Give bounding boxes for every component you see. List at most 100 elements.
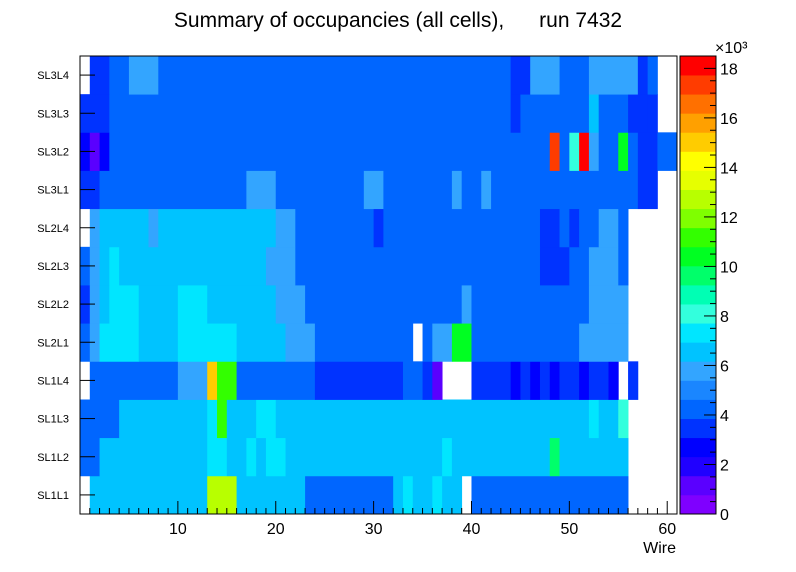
color-scale-swatch [680, 456, 716, 477]
heatmap-cell-sl1l4 [579, 361, 590, 400]
heatmap-cell-sl2l2 [207, 285, 277, 324]
color-scale-swatch [680, 342, 716, 362]
color-scale-tick-label: 2 [720, 457, 729, 474]
color-scale-swatch [680, 170, 716, 190]
color-scale-swatch [680, 323, 716, 343]
heatmap-cell-sl3l1 [451, 170, 463, 210]
heatmap-cell-sl3l4 [109, 56, 130, 95]
heatmap-cell-sl2l1 [177, 323, 237, 362]
heatmap-cell-sl2l2 [588, 285, 629, 324]
heatmap-cell-sl1l2 [207, 437, 228, 477]
heatmap-cell-sl2l2 [461, 285, 472, 324]
heatmap-cell-sl1l3 [217, 399, 228, 439]
heatmap-cell-sl3l2 [598, 132, 619, 171]
heatmap-cell-sl2l2 [138, 285, 179, 324]
heatmap-cell-sl1l4 [608, 361, 619, 400]
heatmap-cell-sl3l2 [569, 132, 580, 171]
heatmap-cell-sl3l3 [628, 94, 649, 133]
x-axis-title: Wire [643, 540, 676, 557]
heatmap-cell-sl3l2 [637, 132, 658, 171]
heatmap-cell-sl3l2 [657, 132, 678, 171]
color-scale-swatch [680, 265, 716, 286]
heatmap-cell-sl1l1 [217, 475, 237, 515]
heatmap-cell-sl3l3 [119, 94, 512, 133]
heatmap-cell-sl2l1 [451, 323, 472, 362]
color-scale-swatch [680, 437, 716, 458]
heatmap-cell-sl1l2 [226, 437, 247, 477]
heatmap-cell-sl3l4 [510, 56, 531, 95]
y-axis: SL1L1 SL1L2 SL1L3 SL1L4 SL2L1 SL2L2 SL2L3 SL2L4… [37, 70, 95, 502]
color-scale-swatch [680, 418, 716, 439]
color-scale-tick-label: 4 [720, 408, 729, 425]
heatmap-cell-sl2l3 [109, 246, 120, 286]
heatmap-cell-sl2l2 [471, 285, 590, 324]
y-tick-label-sl1l2: SL1L2 [37, 452, 69, 464]
heatmap-cell-sl1l4 [588, 361, 609, 400]
heatmap-cell-sl1l3 [256, 399, 277, 439]
heatmap-cell-sl2l2 [275, 285, 306, 324]
heatmap-cell-sl1l1 [393, 475, 404, 515]
heatmap-cell-sl2l3 [569, 246, 590, 286]
color-scale-swatch [680, 475, 716, 496]
heatmap-cell-sl1l2 [265, 437, 286, 477]
heatmap-cell-sl2l3 [119, 246, 267, 286]
x-axis: 10 20 30 40 50 60 [79, 501, 678, 538]
color-scale-tick-label: 12 [720, 210, 738, 227]
color-scale-swatch [680, 189, 716, 210]
heatmap-cell-sl3l1 [246, 170, 277, 210]
heatmap-cell-sl2l3 [539, 246, 570, 286]
y-tick-label-sl3l2: SL3L2 [37, 146, 69, 158]
heatmap-cell-sl1l2 [549, 437, 560, 477]
heatmap-cell-sl2l4 [618, 208, 629, 248]
heatmap-cell-sl2l4 [598, 208, 619, 248]
heatmap-cell-sl2l2 [177, 285, 208, 324]
heatmap-cell-sl1l3 [588, 399, 600, 439]
heatmap-cell-sl1l3 [275, 399, 590, 439]
heatmap-cell-sl2l4 [99, 208, 149, 248]
heatmap-cell-sl3l1 [99, 170, 247, 210]
y-tick-label-sl1l1: SL1L1 [37, 490, 69, 502]
heatmap-cell-sl1l1 [402, 475, 414, 515]
color-scale-swatch [680, 494, 716, 515]
heatmap-cell-sl2l3 [588, 246, 619, 286]
heatmap-cell-sl1l4 [119, 361, 140, 400]
chart-title: Summary of occupancies (all cells), run … [174, 9, 622, 32]
heatmap-cell-sl3l1 [491, 170, 639, 210]
heatmap-cell-sl2l4 [373, 208, 384, 248]
heatmap-cell-sl3l4 [530, 56, 560, 95]
heatmap-cell-sl3l2 [579, 132, 590, 171]
heatmap-cells [80, 56, 678, 515]
heatmap-cell-sl3l3 [598, 94, 629, 133]
heatmap-cell-sl3l4 [559, 56, 590, 95]
heatmap-cell-sl1l2 [442, 437, 453, 477]
y-tick-label-sl3l3: SL3L3 [37, 108, 69, 120]
heatmap-cell-sl1l3 [119, 399, 208, 439]
heatmap-cell-sl2l1 [99, 323, 140, 362]
x-tick-label: 50 [560, 521, 578, 538]
heatmap-cell-sl3l4 [128, 56, 159, 95]
color-scale-swatch [680, 151, 716, 171]
heatmap-cell-sl1l4 [539, 361, 551, 400]
y-tick-label-sl2l1: SL2L1 [37, 337, 69, 349]
heatmap-cell-sl1l4 [177, 361, 208, 400]
y-tick-label-sl1l4: SL1L4 [37, 375, 69, 387]
heatmap-cell-sl1l3 [226, 399, 257, 439]
heatmap-cell-sl1l3 [207, 399, 218, 439]
heatmap-cell-sl2l4 [569, 208, 580, 248]
heatmap-cell-sl3l2 [628, 132, 639, 171]
heatmap-cell-sl1l4 [432, 361, 443, 400]
heatmap-cell-sl3l2 [588, 132, 600, 171]
y-tick-label-sl2l2: SL2L2 [37, 299, 69, 311]
heatmap-cell-sl2l4 [539, 208, 560, 248]
color-scale-tick-label: 16 [720, 111, 738, 128]
heatmap-cell-sl1l4 [314, 361, 404, 400]
heatmap-cell-sl1l4 [520, 361, 531, 400]
y-tick-label-sl2l4: SL2L4 [37, 223, 69, 235]
x-tick-label: 10 [169, 521, 187, 538]
color-scale-tick-label: 10 [720, 259, 738, 276]
heatmap-cell-sl1l2 [99, 437, 208, 477]
heatmap-cell-sl1l4 [549, 361, 560, 400]
heatmap-cell-sl1l4 [236, 361, 316, 400]
heatmap-cell-sl2l4 [158, 208, 277, 248]
